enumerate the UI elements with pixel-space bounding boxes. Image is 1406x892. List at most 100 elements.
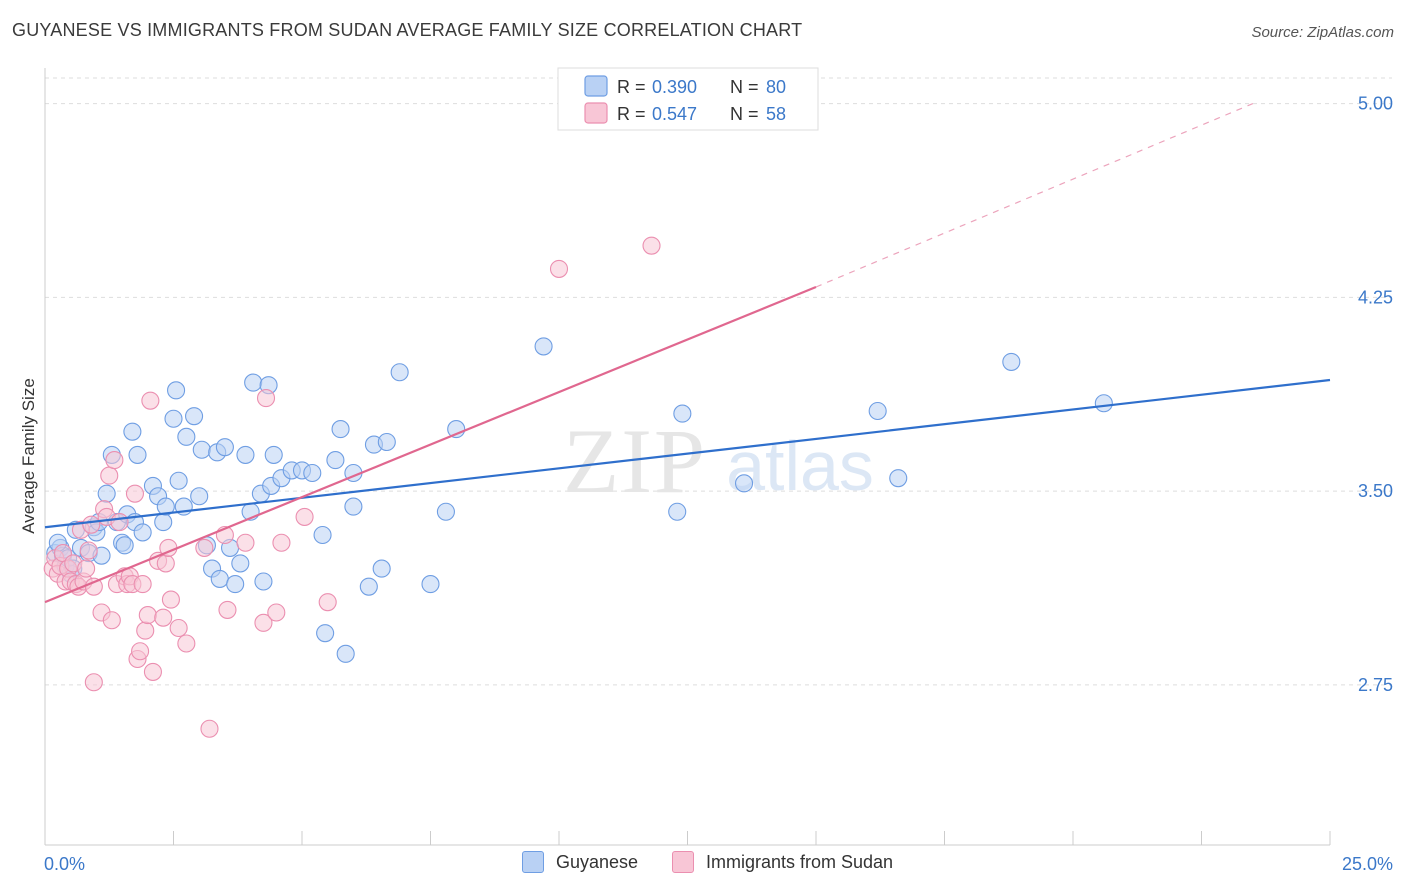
guyanese-point (344, 497, 363, 516)
sudan-point (84, 673, 103, 692)
sudan-trendline-extension (815, 103, 1254, 288)
legend-swatch-guyanese-bottom (522, 851, 544, 873)
guyanese-point (421, 575, 440, 594)
legend-r-value-1: 0.390 (652, 77, 697, 97)
sudan-point (79, 541, 98, 560)
legend-n-label-2: N = (730, 104, 759, 124)
sudan-point (77, 559, 96, 578)
sudan-point (177, 634, 196, 653)
x-tick-label-min: 0.0% (44, 854, 85, 874)
sudan-trendline (44, 285, 817, 604)
guyanese-point (154, 513, 173, 532)
guyanese-point (303, 463, 322, 483)
sudan-point (169, 618, 188, 638)
guyanese-point (734, 474, 754, 493)
sudan-point (110, 513, 129, 532)
guyanese-point (177, 427, 196, 446)
guyanese-point (244, 373, 263, 392)
sudan-point (133, 575, 152, 594)
sudan-point (138, 606, 157, 625)
sudan-point (82, 515, 101, 534)
guyanese-point (164, 409, 183, 428)
guyanese-point (436, 502, 455, 521)
guyanese-point (331, 420, 350, 439)
sudan-point (156, 554, 175, 573)
guyanese-point (190, 487, 209, 506)
bottom-legend: Guyanese Immigrants from Sudan (0, 851, 1406, 879)
guyanese-point (226, 575, 245, 594)
guyanese-point (210, 569, 229, 588)
sudan-point (218, 600, 237, 619)
guyanese-point (889, 469, 908, 488)
sudan-point (125, 484, 144, 503)
legend-r-value-2: 0.547 (652, 104, 697, 124)
x-tick-label-max: 25.0% (1342, 854, 1393, 874)
sudan-point (161, 590, 180, 609)
y-axis-label: Average Family Size (19, 378, 38, 534)
sudan-point (102, 611, 121, 630)
guyanese-point (377, 432, 396, 452)
trend-layer (44, 103, 1331, 604)
guyanese-point (236, 445, 255, 464)
guyanese-point (390, 363, 409, 382)
guyanese-point (215, 438, 234, 457)
legend-swatch-guyanese (584, 75, 608, 97)
y-tick-label: 3.50 (1358, 481, 1393, 501)
sudan-point (105, 451, 124, 470)
sudan-point (254, 613, 273, 632)
sudan-point (131, 642, 150, 661)
guyanese-point (316, 624, 335, 643)
legend-n-value-2: 58 (766, 104, 786, 124)
guyanese-point (123, 422, 142, 441)
guyanese-point (336, 644, 355, 663)
watermark-zip: ZIP (563, 410, 707, 512)
guyanese-point (156, 497, 175, 516)
legend-n-value-1: 80 (766, 77, 786, 97)
sudan-point (318, 593, 337, 612)
guyanese-point (1002, 352, 1021, 371)
guyanese-point (264, 445, 283, 464)
sudan-point (236, 533, 255, 552)
guyanese-point (254, 572, 273, 591)
guyanese-point (167, 381, 186, 400)
sudan-point (100, 466, 119, 485)
source-label: Source: ZipAtlas.com (1251, 24, 1394, 41)
watermark-atlas: atlas (726, 427, 874, 505)
guyanese-point (115, 536, 134, 555)
y-tick-label: 5.00 (1358, 94, 1393, 114)
sudan-point (267, 603, 286, 622)
sudan-point (272, 533, 291, 552)
guyanese-point (192, 440, 211, 459)
legend-n-label-1: N = (730, 77, 759, 97)
guyanese-point (1094, 394, 1113, 413)
legend-swatch-sudan-bottom (672, 851, 694, 873)
guyanese-point (326, 451, 345, 470)
guyanese-point (673, 404, 692, 423)
guyanese-point (185, 407, 204, 426)
legend-r-label-2: R = (617, 104, 646, 124)
guyanese-point (169, 471, 188, 490)
legend-box: R = 0.390 N = 80 R = 0.547 N = 58 (557, 67, 819, 131)
legend-r-label-1: R = (617, 77, 646, 97)
guyanese-point (359, 577, 378, 596)
legend-swatch-sudan (584, 102, 608, 124)
guyanese-point (97, 484, 116, 503)
guyanese-trendline (44, 378, 1331, 529)
legend-item-guyanese: Guyanese (522, 851, 638, 873)
y-tick-label: 2.75 (1358, 675, 1393, 695)
guyanese-point (128, 445, 147, 464)
guyanese-point (668, 502, 687, 521)
sudan-point (200, 719, 219, 738)
guyanese-point (534, 337, 553, 356)
guyanese-point (231, 554, 250, 573)
sudan-point (642, 236, 661, 255)
sudan-point (143, 662, 162, 681)
points-layer (43, 236, 1113, 738)
guyanese-point (868, 401, 887, 421)
chart-title: GUYANESE VS IMMIGRANTS FROM SUDAN AVERAG… (12, 20, 803, 40)
legend-item-sudan: Immigrants from Sudan (672, 851, 893, 873)
watermark: ZIP atlas (563, 410, 874, 512)
sudan-point (256, 389, 276, 408)
sudan-point (141, 391, 160, 410)
